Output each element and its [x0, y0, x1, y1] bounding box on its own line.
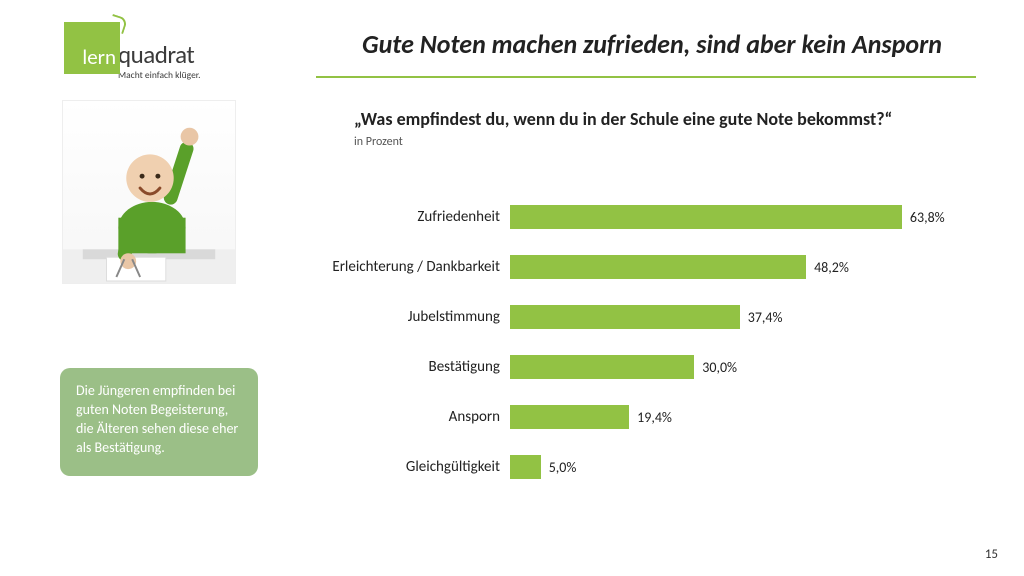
chart-bar-area: 37,4% [510, 305, 990, 329]
page-title: Gute Noten machen zufrieden, sind aber k… [320, 28, 984, 60]
chart-row: Ansporn 19,4% [314, 392, 990, 442]
chart-row-label: Ansporn [314, 408, 510, 426]
logo-box-text: lern [82, 44, 116, 70]
chart-row: Zufriedenheit 63,8% [314, 192, 990, 242]
question-text: „Was empfindest du, wenn du in der Schul… [354, 108, 954, 131]
logo-word: quadrat [118, 42, 201, 67]
chart-row-value: 30,0% [702, 359, 737, 376]
chart-row-label: Zufriedenheit [314, 208, 510, 226]
logo-tagline: Macht einfach klüger. [118, 69, 201, 81]
chart-row-label: Gleichgültigkeit [314, 458, 510, 476]
logo-box: lern [64, 22, 120, 74]
callout-box: Die Jüngeren empfinden bei guten Noten B… [60, 368, 258, 476]
child-cheering-icon [63, 101, 235, 283]
chart-bar [510, 455, 541, 479]
chart-bar-area: 19,4% [510, 405, 990, 429]
chart-bar-area: 30,0% [510, 355, 990, 379]
chart-bar-area: 48,2% [510, 255, 990, 279]
chart-bar [510, 405, 629, 429]
chart-row-value: 19,4% [637, 409, 672, 426]
chart-row-label: Erleichterung / Dankbarkeit [314, 258, 510, 276]
chart-row: Jubelstimmung 37,4% [314, 292, 990, 342]
logo-text: quadrat Macht einfach klüger. [118, 22, 201, 81]
chart-bar [510, 255, 806, 279]
chart-bar-area: 63,8% [510, 205, 990, 229]
logo: lern quadrat Macht einfach klüger. [64, 22, 201, 81]
chart-row-label: Bestätigung [314, 358, 510, 376]
callout-text: Die Jüngeren empfinden bei guten Noten B… [76, 382, 238, 456]
chart-row-value: 48,2% [814, 259, 849, 276]
chart-row-value: 63,8% [910, 209, 945, 226]
chart-bar [510, 355, 694, 379]
title-rule [316, 76, 976, 78]
chart-row: Bestätigung 30,0% [314, 342, 990, 392]
page-number: 15 [985, 547, 998, 562]
chart-bar-area: 5,0% [510, 455, 990, 479]
chart-bar [510, 205, 902, 229]
chart-row-label: Jubelstimmung [314, 308, 510, 326]
chart-bar [510, 305, 740, 329]
chart-row: Erleichterung / Dankbarkeit 48,2% [314, 242, 990, 292]
chart-row: Gleichgültigkeit 5,0% [314, 442, 990, 492]
chart-row-value: 37,4% [748, 309, 783, 326]
bar-chart: Zufriedenheit 63,8% Erleichterung / Dankba… [314, 192, 990, 492]
unit-label: in Prozent [354, 135, 954, 149]
question-block: „Was empfindest du, wenn du in der Schul… [354, 108, 954, 149]
illustration-photo [62, 100, 236, 284]
chart-row-value: 5,0% [549, 459, 577, 476]
